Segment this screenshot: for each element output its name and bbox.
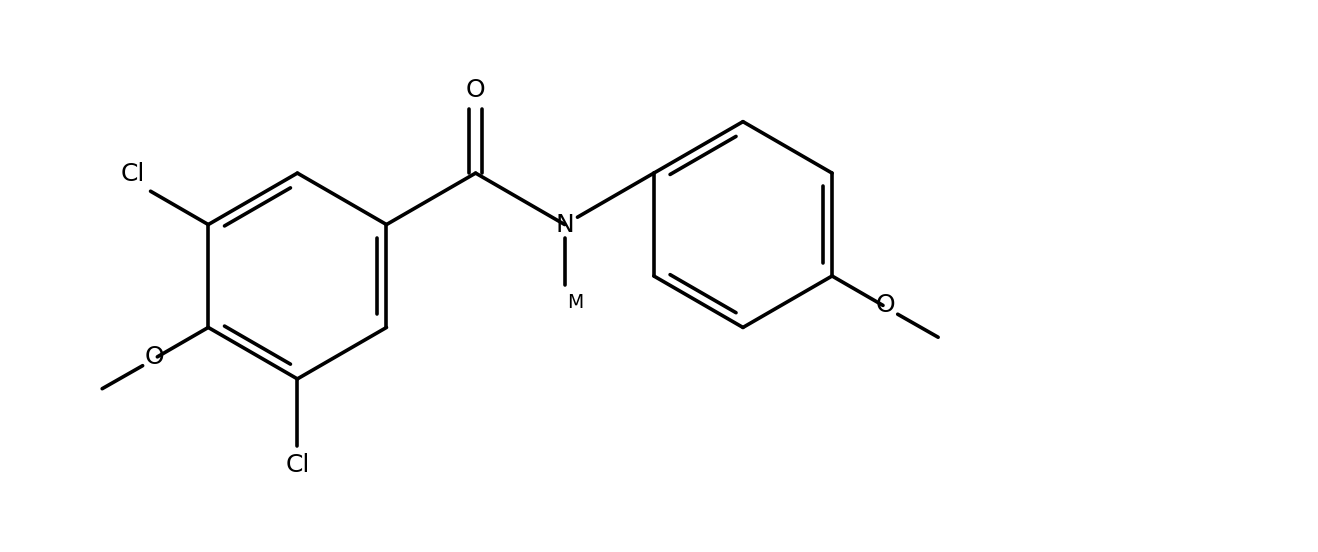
Text: O: O [465, 78, 485, 102]
Text: O: O [145, 345, 165, 369]
Text: Cl: Cl [120, 162, 145, 187]
Text: M: M [567, 293, 583, 312]
Text: O: O [876, 294, 896, 317]
Text: N: N [555, 213, 575, 237]
Text: Cl: Cl [285, 453, 310, 477]
